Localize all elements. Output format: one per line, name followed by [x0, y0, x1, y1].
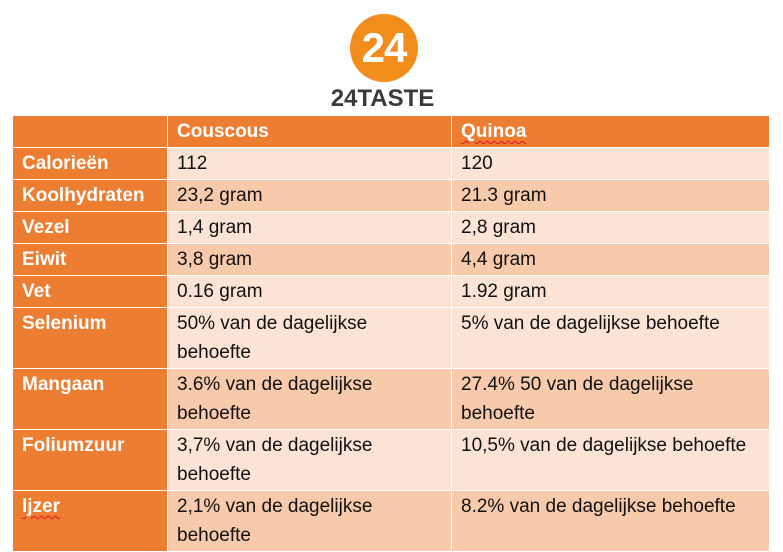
quinoa-value: 8.2% van de dagelijkse behoefte: [451, 490, 770, 552]
quinoa-value: 4,4 gram: [451, 243, 770, 276]
quinoa-value: 1.92 gram: [451, 275, 770, 308]
table-row: Eiwit 3,8 gram 4,4 gram: [12, 243, 770, 276]
couscous-value: 3,8 gram: [167, 243, 452, 276]
nutrition-comparison-table: Couscous Quinoa Calorieën 112 120 Koolhy…: [12, 115, 770, 552]
table-row: Vezel 1,4 gram 2,8 gram: [12, 211, 770, 244]
table-header-row: Couscous Quinoa: [12, 115, 770, 148]
table-row: Koolhydraten 23,2 gram 21.3 gram: [12, 179, 770, 212]
couscous-value: 0.16 gram: [167, 275, 452, 308]
logo-wordmark: 24TASTE: [330, 85, 435, 112]
row-label: Selenium: [12, 307, 168, 369]
header-quinoa: Quinoa: [451, 115, 770, 148]
couscous-value: 112: [167, 147, 452, 180]
table-row: Selenium 50% van de dagelijkse behoefte …: [12, 307, 770, 369]
row-label: Mangaan: [12, 368, 168, 430]
quinoa-value: 2,8 gram: [451, 211, 770, 244]
row-label: Vet: [12, 275, 168, 308]
couscous-value: 3.6% van de dagelijkse behoefte: [167, 368, 452, 430]
header-quinoa-label: Quinoa: [461, 121, 527, 142]
brand-logo: 24 24TASTE: [330, 14, 435, 112]
couscous-value: 23,2 gram: [167, 179, 452, 212]
logo-circle: 24: [350, 14, 418, 82]
couscous-value: 1,4 gram: [167, 211, 452, 244]
row-label: Eiwit: [12, 243, 168, 276]
logo-number: 24: [361, 24, 408, 71]
row-label: Koolhydraten: [12, 179, 168, 212]
quinoa-value: 21.3 gram: [451, 179, 770, 212]
header-empty: [12, 115, 168, 148]
quinoa-value: 27.4% 50 van de dagelijkse behoefte: [451, 368, 770, 430]
row-label: Vezel: [12, 211, 168, 244]
couscous-value: 50% van de dagelijkse behoefte: [167, 307, 452, 369]
row-label: Calorieën: [12, 147, 168, 180]
table-row: Foliumzuur 3,7% van de dagelijkse behoef…: [12, 429, 770, 491]
table-row: Vet 0.16 gram 1.92 gram: [12, 275, 770, 308]
table-row: Calorieën 112 120: [12, 147, 770, 180]
couscous-value: 2,1% van de dagelijkse behoefte: [167, 490, 452, 552]
row-label: Foliumzuur: [12, 429, 168, 491]
quinoa-value: 10,5% van de dagelijkse behoefte: [451, 429, 770, 491]
table-row: Mangaan 3.6% van de dagelijkse behoefte …: [12, 368, 770, 430]
quinoa-value: 5% van de dagelijkse behoefte: [451, 307, 770, 369]
quinoa-value: 120: [451, 147, 770, 180]
header-couscous: Couscous: [167, 115, 452, 148]
table-row: Ijzer 2,1% van de dagelijkse behoefte 8.…: [12, 490, 770, 552]
row-label: Ijzer: [12, 490, 168, 552]
row-label-text: Ijzer: [22, 496, 61, 517]
couscous-value: 3,7% van de dagelijkse behoefte: [167, 429, 452, 491]
